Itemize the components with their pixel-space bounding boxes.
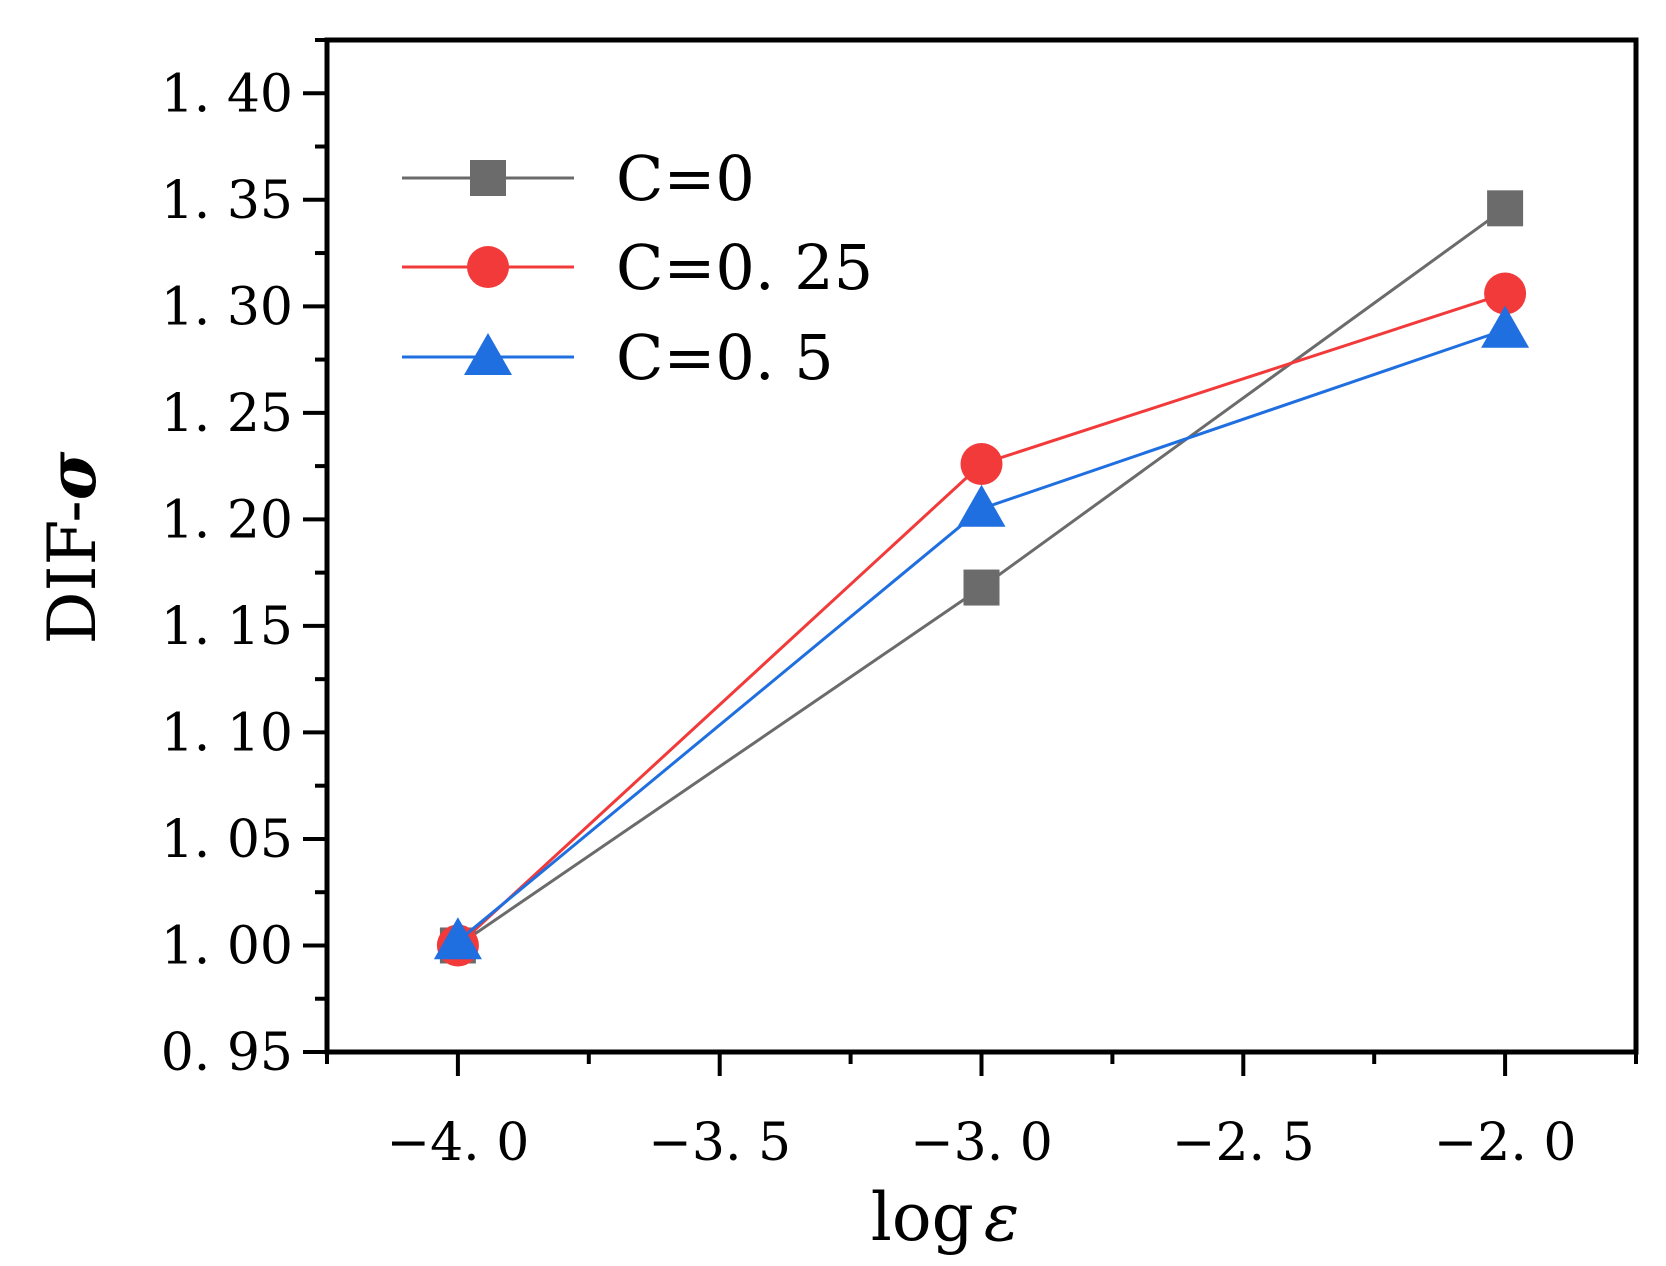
x-axis-title-symbol: ε: [984, 1179, 1019, 1256]
series-circle: [436, 272, 1527, 967]
x-tick-label: −3. 0: [910, 1113, 1053, 1173]
y-tick-label: 1. 20: [161, 490, 293, 550]
x-axis-title-prefix: log: [871, 1179, 974, 1256]
legend: C=0 C=0. 25 C=0. 5: [402, 142, 873, 394]
y-tick-label: 1. 05: [161, 810, 293, 870]
y-tick-label: 0. 95: [161, 1023, 293, 1083]
axes: 0. 95 1. 00 1. 05 1. 10 1. 15 1. 20 1. 25 1. 30…: [161, 37, 1639, 1173]
legend-marker: [470, 160, 506, 196]
x-tick-label: −2. 0: [1434, 1113, 1577, 1173]
x-tick-label: −4. 0: [387, 1113, 530, 1173]
x-axis-title: log ε: [871, 1179, 1020, 1256]
legend-marker: [467, 246, 509, 288]
legend-marker: [464, 333, 512, 375]
y-tick-label: 1. 15: [161, 597, 293, 657]
data-point: [1484, 272, 1527, 315]
legend-label: C=0. 5: [616, 321, 834, 394]
y-tick-label: 1. 35: [161, 171, 293, 231]
legend-label: C=0. 25: [616, 231, 873, 304]
legend-entry: C=0: [402, 142, 755, 215]
legend-label: C=0: [616, 142, 755, 215]
series-group: [433, 190, 1530, 967]
series-line: [456, 328, 1506, 943]
data-point: [433, 917, 482, 960]
data-point: [960, 442, 1003, 485]
y-axis-title-prefix: DIF-: [34, 500, 111, 644]
y-tick-label: 1. 30: [161, 277, 293, 337]
y-tick-label: 1. 40: [161, 64, 293, 124]
data-point: [1487, 190, 1524, 227]
data-point: [1481, 305, 1530, 348]
series-triangle: [433, 305, 1530, 960]
legend-entry: C=0. 25: [402, 231, 873, 304]
y-tick-label: 1. 10: [161, 703, 293, 763]
legend-entry: C=0. 5: [402, 321, 834, 394]
y-axis-title: DIF-σ: [33, 451, 111, 644]
x-tick-label: −2. 5: [1172, 1113, 1315, 1173]
y-tick-label: 1. 00: [161, 916, 293, 976]
x-tick-label: −3. 5: [648, 1113, 791, 1173]
data-point: [963, 569, 1000, 606]
y-axis-title-symbol: σ: [33, 451, 111, 500]
series-square: [439, 190, 1524, 964]
data-point: [957, 484, 1006, 527]
series-line: [456, 292, 1506, 947]
y-tick-label: 1. 25: [161, 384, 293, 444]
